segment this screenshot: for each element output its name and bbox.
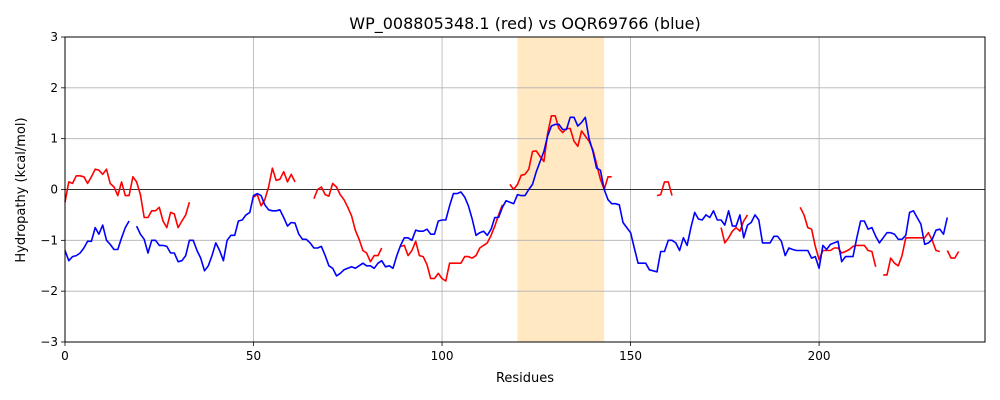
series-line-red (799, 206, 877, 267)
y-tick-label: 2 (50, 81, 58, 95)
x-tick-label: 200 (808, 349, 831, 363)
y-tick-label: −3 (40, 335, 58, 349)
y-tick-label: −1 (40, 233, 58, 247)
series-line-red (656, 181, 673, 197)
x-axis-label: Residues (496, 371, 554, 386)
y-tick-label: −2 (40, 284, 58, 298)
series-line-blue (135, 116, 949, 277)
x-tick-label: 0 (61, 349, 69, 363)
y-axis-label: Hydropathy (kcal/mol) (14, 117, 29, 262)
grid-layer (65, 37, 985, 342)
series-line-red (720, 214, 749, 244)
series-line-blue (64, 220, 130, 262)
series-line-red (946, 250, 960, 259)
series-line-red (313, 182, 383, 263)
chart-title: WP_008805348.1 (red) vs OQR69766 (blue) (349, 14, 700, 34)
series-line-red (253, 167, 296, 207)
series-line-red (64, 168, 191, 229)
y-tick-label: 3 (50, 30, 58, 44)
series-line-red (883, 231, 941, 276)
x-tick-label: 50 (246, 349, 261, 363)
x-tick-label: 150 (619, 349, 642, 363)
y-tick-label: 0 (50, 183, 58, 197)
series-line-red (400, 204, 504, 282)
y-tick-label: 1 (50, 132, 58, 146)
x-tick-label: 100 (431, 349, 454, 363)
tick-layer: 0 50 100 150 200 −3 −2 −1 0 1 2 3 (40, 30, 830, 363)
series-layer (64, 115, 960, 282)
